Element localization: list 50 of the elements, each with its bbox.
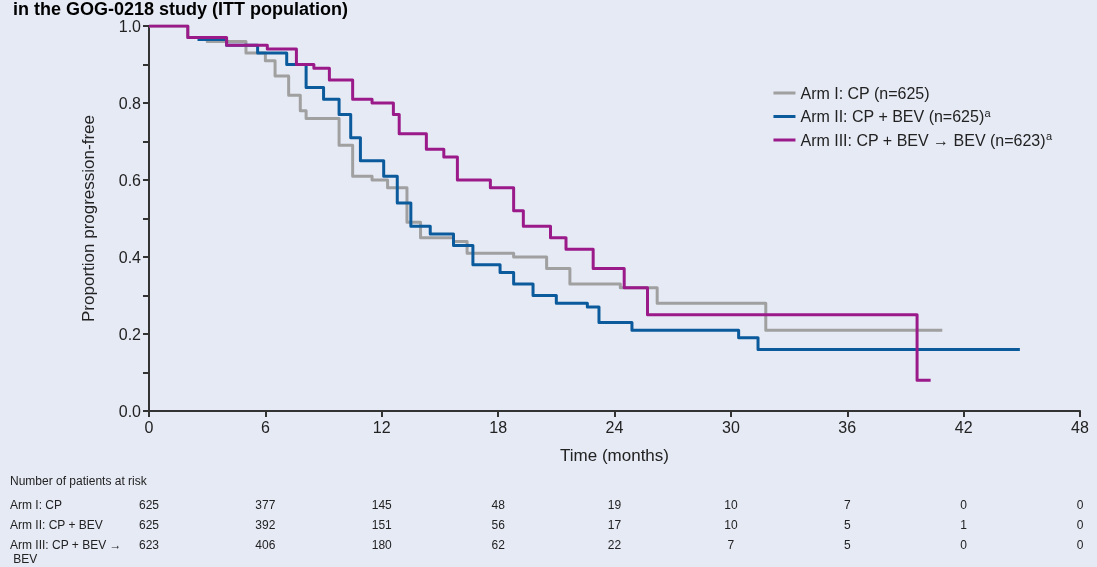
x-tick-label: 12 bbox=[372, 418, 391, 436]
x-tick-label: 6 bbox=[260, 418, 270, 436]
y-tick-label: 0.6 bbox=[118, 171, 142, 189]
text: Arm II: CP + BEV bbox=[10, 518, 103, 532]
text: 1 bbox=[960, 518, 968, 532]
y-tick-label: 0.2 bbox=[118, 325, 142, 343]
text: 7 bbox=[727, 538, 735, 552]
text: Number of patients at risk bbox=[10, 474, 148, 488]
text: 392 bbox=[255, 518, 276, 532]
y-tick-label: 0.0 bbox=[118, 402, 142, 420]
text: 0 bbox=[1076, 518, 1084, 532]
text: 10 bbox=[724, 498, 738, 512]
x-tick-label: 36 bbox=[838, 418, 857, 436]
text: 48 bbox=[491, 498, 506, 512]
text: 5 bbox=[843, 518, 851, 532]
text: 377 bbox=[255, 498, 276, 512]
text: 406 bbox=[255, 538, 276, 552]
text: Arm I: CP bbox=[10, 498, 63, 512]
chart-title: in the GOG-0218 study (ITT population) bbox=[13, 0, 349, 19]
text: 0 bbox=[960, 498, 968, 512]
text: 625 bbox=[138, 518, 160, 532]
text: 0 bbox=[960, 538, 968, 552]
x-tick-label: 18 bbox=[489, 418, 508, 436]
text: 623 bbox=[138, 538, 160, 552]
text: 56 bbox=[491, 518, 506, 532]
text: 145 bbox=[371, 498, 393, 512]
text: 22 bbox=[607, 538, 622, 552]
y-axis-title: Proportion progression-free bbox=[79, 115, 98, 322]
text: 7 bbox=[843, 498, 851, 512]
text: 625 bbox=[138, 498, 160, 512]
y-tick-label: 1.0 bbox=[118, 17, 142, 35]
text: 5 bbox=[843, 538, 851, 552]
x-axis-title: Time (months) bbox=[560, 446, 669, 465]
text: 151 bbox=[371, 518, 393, 532]
x-tick-label: 0 bbox=[144, 418, 154, 436]
text: 0 bbox=[1076, 498, 1084, 512]
text: Arm III: CP + BEV → BEV bbox=[10, 538, 122, 566]
text: 17 bbox=[607, 518, 622, 532]
text: 0 bbox=[1076, 538, 1084, 552]
text: 19 bbox=[607, 498, 622, 512]
text: 62 bbox=[491, 538, 506, 552]
legend-label: Arm I: CP (n=625) bbox=[800, 84, 930, 102]
x-tick-label: 30 bbox=[721, 418, 740, 436]
x-tick-label: 24 bbox=[605, 418, 624, 436]
text: 180 bbox=[371, 538, 393, 552]
y-tick-label: 0.4 bbox=[118, 248, 142, 266]
text: 10 bbox=[724, 518, 738, 532]
x-tick-label: 42 bbox=[954, 418, 973, 436]
x-tick-label: 48 bbox=[1071, 418, 1089, 436]
y-tick-label: 0.8 bbox=[118, 94, 142, 112]
